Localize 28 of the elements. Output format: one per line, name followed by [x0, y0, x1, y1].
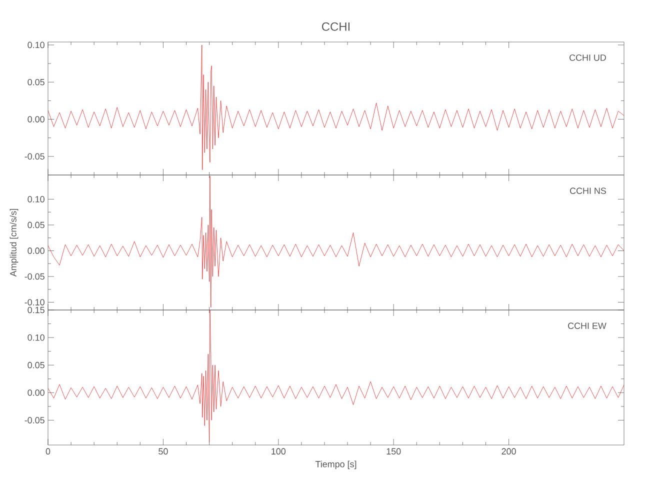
- x-tick-label: 200: [502, 448, 516, 455]
- y-tick-label: -0.05: [24, 153, 44, 160]
- y-tick-label: -0.05: [24, 417, 44, 424]
- x-axis-title: Tiempo [s]: [315, 460, 356, 470]
- annotation: CCHI UD: [570, 54, 606, 61]
- x-tick-label: 100: [272, 448, 286, 455]
- y-tick-label: 0.15: [28, 306, 44, 314]
- x-tick-label: 150: [386, 448, 401, 455]
- y-tick-label: -0.05: [24, 273, 44, 280]
- y-tick-label: 0.00: [28, 248, 44, 254]
- line-series: [48, 44, 624, 170]
- line-series: [48, 176, 624, 308]
- x-tick-label: 50: [158, 448, 168, 455]
- annotation: CCHI NS: [570, 188, 606, 194]
- y-tick-label: -0.10: [24, 299, 44, 306]
- y-tick-label: 0.10: [28, 334, 44, 341]
- y-tick-label: 0.05: [28, 222, 44, 228]
- y-tick-label: 0.00: [28, 389, 44, 396]
- y-tick-label: 0.00: [28, 116, 44, 122]
- y-tick-label: 0.05: [28, 78, 44, 86]
- y-tick-label: 0.10: [28, 196, 44, 202]
- line-series: [48, 310, 624, 442]
- annotation: CCHI EW: [568, 322, 606, 329]
- x-tick-label: 0: [46, 448, 50, 455]
- y-tick-label: 0.05: [28, 362, 44, 368]
- y-tick-label: 0.10: [28, 42, 44, 48]
- chart-title: CCHI: [322, 22, 350, 31]
- y-axis-title: Amplitud [cm/s/s]: [10, 209, 18, 277]
